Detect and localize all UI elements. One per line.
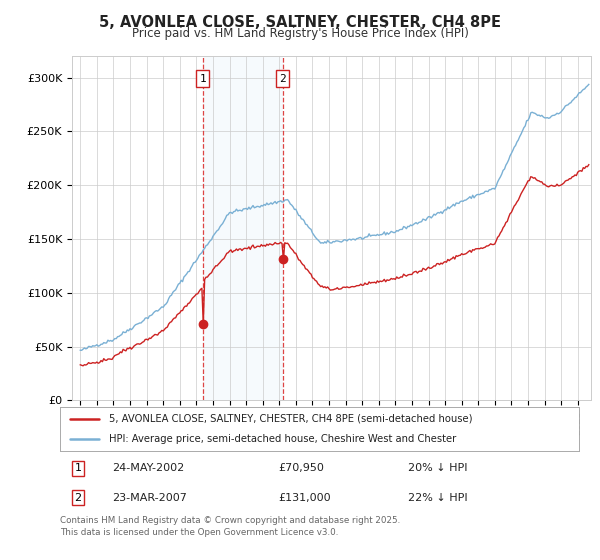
Bar: [203, 56, 283, 400]
Text: 22% ↓ HPI: 22% ↓ HPI: [408, 493, 467, 503]
Text: 1: 1: [74, 463, 82, 473]
Text: 1: 1: [199, 73, 206, 83]
Text: HPI: Average price, semi-detached house, Cheshire West and Chester: HPI: Average price, semi-detached house,…: [109, 434, 457, 444]
Text: 23-MAR-2007: 23-MAR-2007: [112, 493, 187, 503]
Text: 5, AVONLEA CLOSE, SALTNEY, CHESTER, CH4 8PE (semi-detached house): 5, AVONLEA CLOSE, SALTNEY, CHESTER, CH4 …: [109, 414, 473, 424]
Text: £131,000: £131,000: [278, 493, 331, 503]
Text: 2: 2: [280, 73, 286, 83]
Text: 2: 2: [74, 493, 82, 503]
Text: Contains HM Land Registry data © Crown copyright and database right 2025.
This d: Contains HM Land Registry data © Crown c…: [60, 516, 400, 537]
Text: Price paid vs. HM Land Registry's House Price Index (HPI): Price paid vs. HM Land Registry's House …: [131, 27, 469, 40]
Text: 24-MAY-2002: 24-MAY-2002: [112, 463, 184, 473]
Text: £70,950: £70,950: [278, 463, 324, 473]
Text: 20% ↓ HPI: 20% ↓ HPI: [408, 463, 467, 473]
Text: 5, AVONLEA CLOSE, SALTNEY, CHESTER, CH4 8PE: 5, AVONLEA CLOSE, SALTNEY, CHESTER, CH4 …: [99, 15, 501, 30]
